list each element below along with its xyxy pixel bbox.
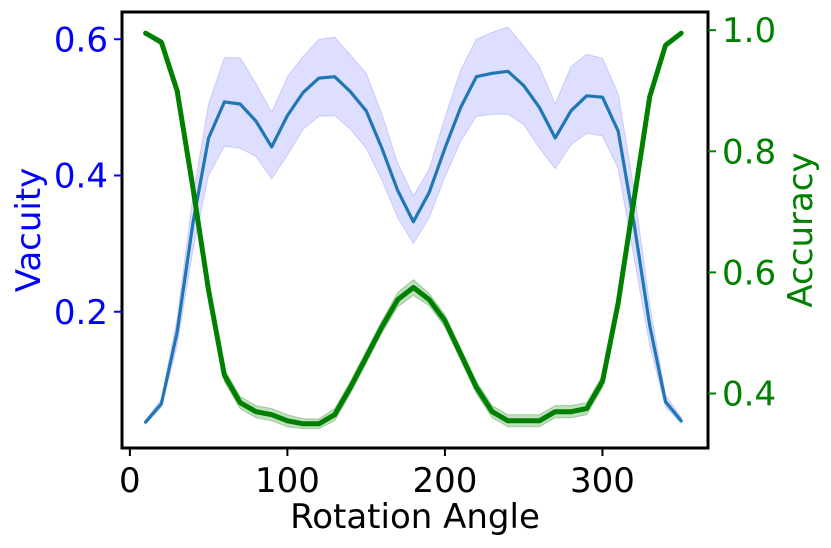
x-tick-label: 300 [570, 461, 635, 501]
left-y-tick-label: 0.2 [54, 293, 108, 333]
right-y-tick-label: 1.0 [722, 11, 776, 51]
x-tick-label: 200 [412, 461, 477, 501]
right-y-tick-label: 0.8 [722, 132, 776, 172]
left-y-tick-label: 0.6 [54, 20, 108, 60]
x-axis-ticks: 0 100 200 300 [119, 448, 635, 501]
accuracy-series-line [143, 30, 684, 427]
right-y-tick-label: 0.6 [722, 253, 776, 293]
plot-frame [120, 10, 710, 450]
confidence-bands [145, 26, 682, 430]
vacuity-confidence-band [145, 26, 682, 426]
series-lines [143, 30, 684, 427]
x-tick-label: 100 [255, 461, 320, 501]
right-y-axis-ticks: 0.4 0.6 0.8 1.0 [708, 11, 776, 415]
left-y-axis-label: Vacuity [9, 168, 49, 293]
left-y-axis-ticks: 0.2 0.4 0.6 [54, 20, 122, 333]
right-y-tick-label: 0.4 [722, 375, 776, 415]
right-y-axis-label: Accuracy [781, 152, 821, 307]
vacuity-series-line [144, 69, 683, 424]
x-axis-label: Rotation Angle [290, 497, 540, 537]
x-tick-label: 0 [119, 461, 141, 501]
left-y-tick-label: 0.4 [54, 157, 108, 197]
